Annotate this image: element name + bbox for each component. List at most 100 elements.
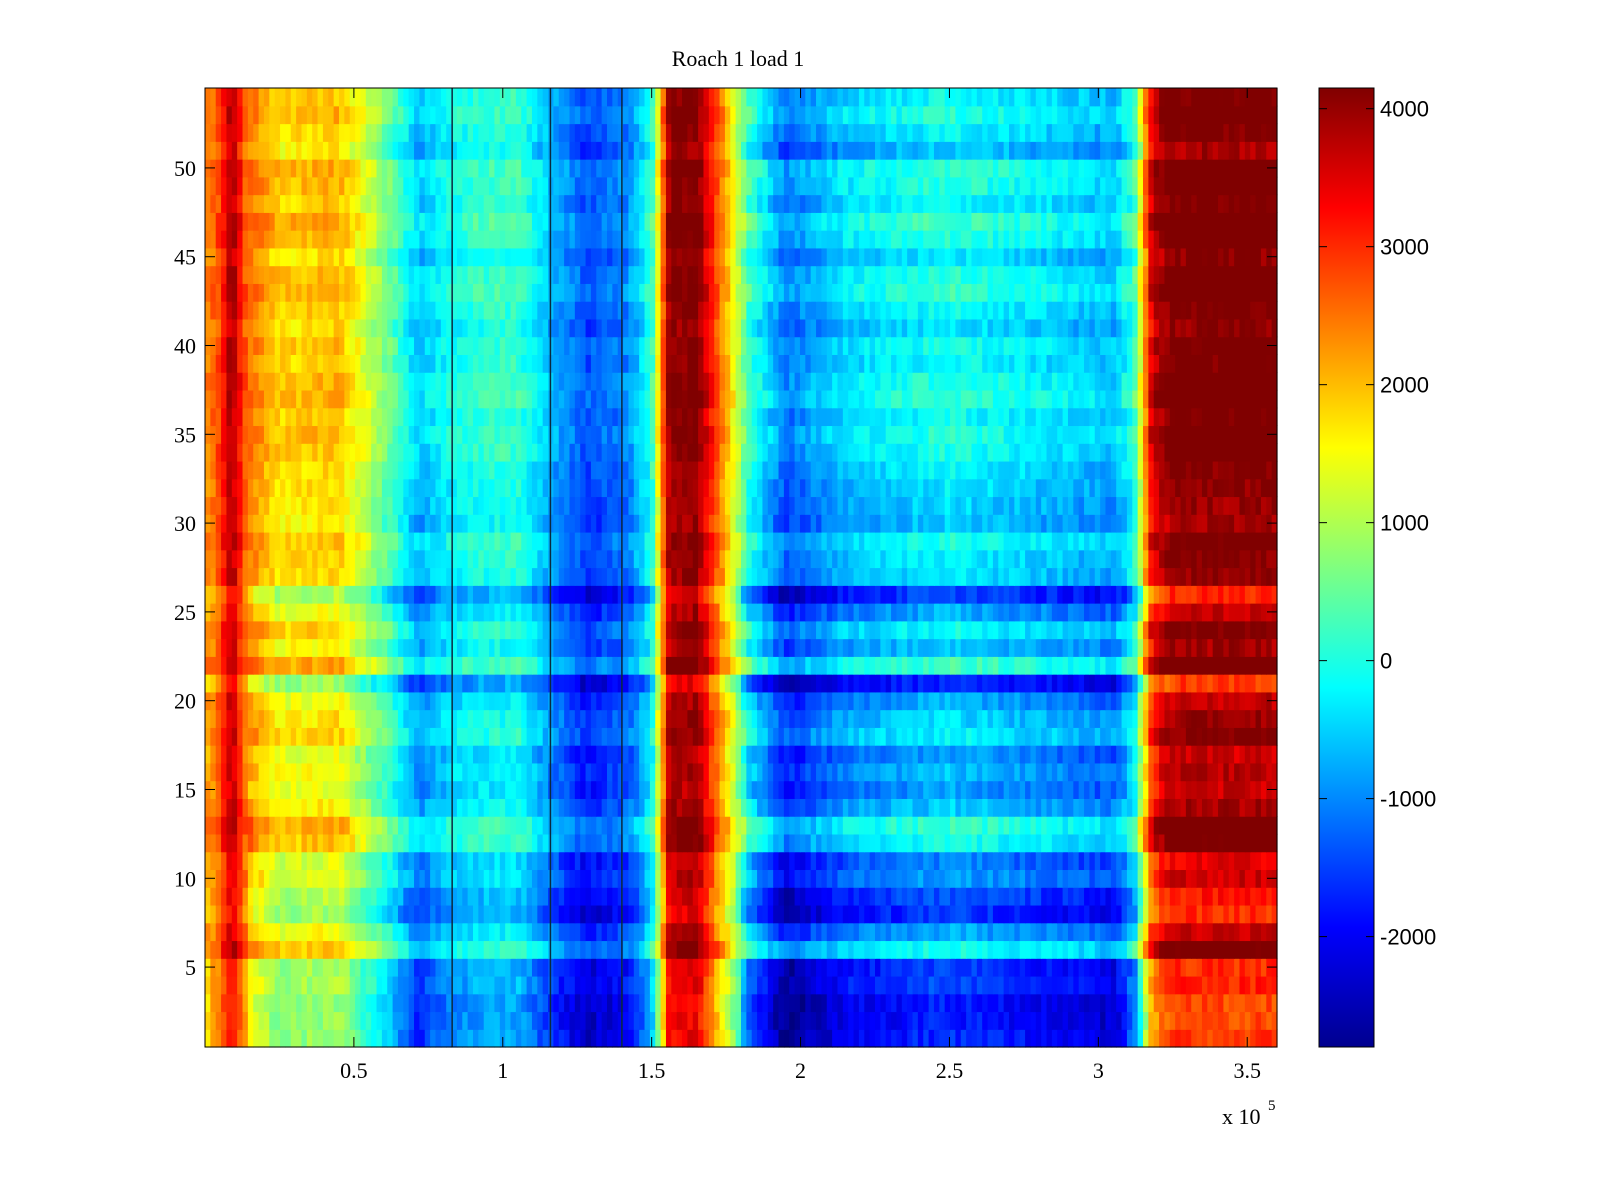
heatmap-cell [537,816,544,835]
heatmap-cell [414,816,420,835]
heatmap-cell [875,958,881,977]
heatmap-cell [414,674,420,693]
heatmap-cell [671,993,678,1013]
heatmap-cell [210,975,217,995]
heatmap-cell [526,851,533,871]
heatmap-cell [483,691,490,711]
heatmap-cell [328,620,335,640]
heatmap-cell [510,904,517,924]
heatmap-cell [1121,922,1128,942]
heatmap-cell [805,798,812,817]
heatmap-cell [1212,887,1219,906]
heatmap-cell [671,816,678,835]
heatmap-cell [848,638,855,657]
heatmap-cell [698,798,705,817]
heatmap-cell [880,958,887,977]
heatmap-cell [446,798,453,817]
heatmap-cell [1266,993,1273,1013]
heatmap-cell [875,798,881,817]
heatmap-cell [580,833,587,853]
heatmap-cell [1132,958,1139,977]
heatmap-cell [987,603,994,622]
heatmap-cell [607,798,613,817]
heatmap-cell [1148,975,1155,995]
heatmap-cell [1255,691,1262,711]
heatmap-cell [751,674,758,693]
heatmap-cell [687,656,694,675]
heatmap-cell [403,691,410,711]
heatmap-cell [1046,656,1053,675]
heatmap-cell [365,993,372,1013]
heatmap-cell [805,922,812,942]
heatmap-cell [992,674,999,693]
heatmap-cell [312,833,319,853]
heatmap-cell [322,940,329,959]
heatmap-cell [263,674,270,693]
heatmap-cell [408,975,415,995]
heatmap-cell [1255,762,1262,782]
heatmap-cell [901,620,908,640]
heatmap-cell [1234,922,1241,942]
heatmap-cell [274,603,281,622]
heatmap-cell [950,727,956,746]
heatmap-cell [714,993,721,1013]
heatmap-cell [226,922,233,942]
heatmap-cell [1009,709,1015,728]
heatmap-cell [392,709,399,728]
heatmap-cell [1025,674,1032,693]
heatmap-cell [783,603,790,622]
heatmap-cell [1271,922,1278,942]
heatmap-cell [1116,975,1123,995]
heatmap-cell [773,869,780,888]
heatmap-cell [446,869,453,888]
heatmap-cell [590,745,597,764]
heatmap-cell [992,975,999,995]
heatmap-cell [430,958,437,977]
heatmap-cell [848,762,855,782]
heatmap-cell [724,1011,731,1030]
heatmap-cell [1035,762,1042,782]
heatmap-cell [381,958,388,977]
heatmap-cell [435,798,442,817]
heatmap-cell [499,638,506,657]
heatmap-cell [1100,851,1107,871]
heatmap-cell [312,798,319,817]
heatmap-cell [810,1029,817,1048]
heatmap-cell [1218,674,1224,693]
heatmap-cell [644,603,651,622]
heatmap-cell [607,691,613,711]
heatmap-cell [306,958,313,977]
heatmap-cell [590,1011,597,1030]
heatmap-cell [365,958,372,977]
heatmap-cell [1019,780,1026,799]
heatmap-cell [907,922,914,942]
heatmap-cell [751,833,758,853]
heatmap-cell [848,1011,855,1030]
heatmap-cell [762,940,769,959]
heatmap-cell [1105,833,1112,853]
heatmap-cell [1239,833,1246,853]
heatmap-cell [966,958,973,977]
heatmap-cell [349,975,356,995]
heatmap-cell [253,620,260,640]
heatmap-cell [1153,638,1160,657]
heatmap-cell [574,869,581,888]
heatmap-cell [1046,958,1053,977]
heatmap-cell [1073,993,1080,1013]
heatmap-cell [719,674,726,693]
heatmap-cell [403,603,410,622]
heatmap-cell [1180,993,1187,1013]
heatmap-cell [419,674,426,693]
heatmap-cell [719,780,726,799]
heatmap-cell [280,603,286,622]
heatmap-cell [799,940,806,959]
heatmap-cell [789,798,796,817]
heatmap-cell [1143,887,1149,906]
heatmap-cell [907,851,914,871]
heatmap-cell [1255,674,1262,693]
heatmap-cell [730,620,737,640]
heatmap-cell [408,869,415,888]
heatmap-cell [617,833,624,853]
heatmap-cell [258,869,265,888]
heatmap-cell [1132,887,1139,906]
